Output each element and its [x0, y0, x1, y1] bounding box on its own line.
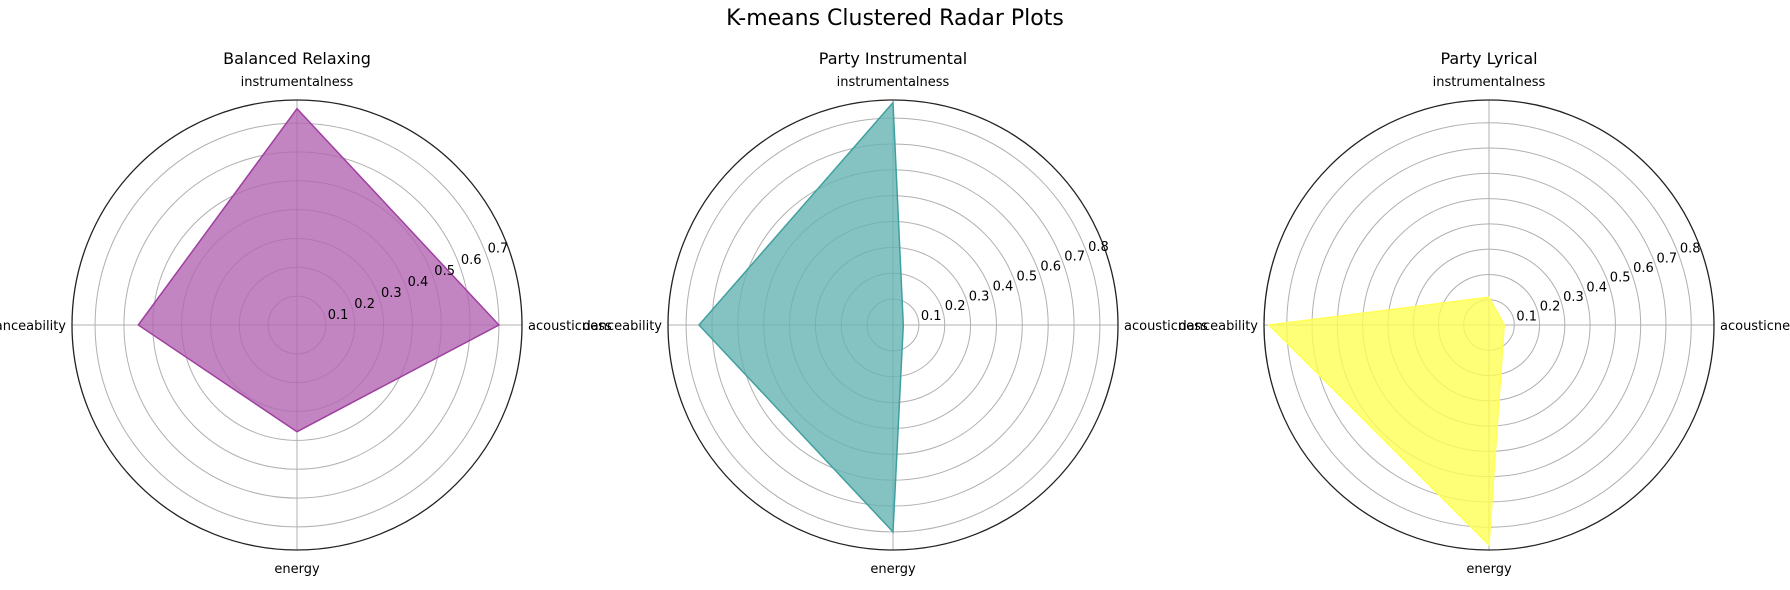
radar-subplot-2: 0.10.20.30.40.50.60.70.8 acousticness inst…	[583, 49, 1208, 577]
figure-title: K-means Clustered Radar Plots	[726, 6, 1064, 31]
radar-subplot-3: 0.10.20.30.40.50.60.70.8 acousticness inst…	[1179, 49, 1790, 577]
radial-tick-label: 0.6	[1040, 260, 1061, 275]
radial-tick-label: 0.7	[488, 242, 509, 257]
radar-subplot-1: 0.1 0.2 0.3 0.4 0.5 0.6 0.7 acousticness instrum…	[0, 49, 612, 577]
radial-tick-label: 0.5	[434, 264, 455, 279]
outer-frame	[667, 99, 1119, 551]
axis-label-danceability: danceability	[1179, 319, 1259, 334]
axis-label-instrumentalness: instrumentalness	[837, 75, 950, 90]
radial-tick-label: 0.2	[1540, 300, 1561, 315]
radial-tick-label: 0.2	[354, 297, 375, 312]
outer-frame	[71, 99, 523, 551]
radial-tick-label: 0.7	[1064, 250, 1085, 265]
radial-tick-label: 0.7	[1657, 251, 1678, 266]
radial-tick-label: 0.3	[969, 289, 990, 304]
subplot-title: Party Instrumental	[819, 49, 967, 68]
radial-tick-label: 0.5	[1610, 271, 1631, 286]
radial-tick-label: 0.8	[1680, 242, 1701, 257]
axis-label-energy: energy	[870, 562, 916, 577]
subplot-title: Balanced Relaxing	[223, 49, 371, 68]
radial-tick-label: 0.1	[921, 309, 942, 324]
radial-tick-label: 0.2	[945, 299, 966, 314]
radial-tick-label: 0.8	[1088, 240, 1109, 255]
radial-tick-label: 0.5	[1017, 270, 1038, 285]
outer-frame	[1263, 99, 1715, 551]
axis-label-energy: energy	[274, 562, 320, 577]
axis-label-instrumentalness: instrumentalness	[1433, 75, 1546, 90]
axis-label-energy: energy	[1466, 562, 1512, 577]
data-polygon	[697, 100, 905, 534]
radial-tick-label: 0.3	[381, 286, 402, 301]
axis-label-danceability: danceability	[583, 319, 663, 334]
axis-label-instrumentalness: instrumentalness	[241, 75, 354, 90]
subplot-title: Party Lyrical	[1440, 49, 1537, 68]
radial-tick-label: 0.4	[993, 279, 1014, 294]
data-polygon	[1267, 296, 1505, 547]
axis-label-acousticness: acousticness	[528, 319, 612, 334]
radial-tick-label: 0.1	[1516, 309, 1537, 324]
axis-label-acousticness: acousticness	[1720, 319, 1790, 334]
axis-label-acousticness: acousticness	[1124, 319, 1208, 334]
radial-tick-label: 0.3	[1563, 290, 1584, 305]
radial-tick-label: 0.6	[461, 253, 482, 268]
radial-tick-label: 0.1	[328, 308, 349, 323]
radial-tick-label: 0.6	[1633, 261, 1654, 276]
data-polygon	[137, 107, 501, 433]
axis-label-danceability: danceability	[0, 319, 66, 334]
radial-tick-label: 0.4	[408, 275, 429, 290]
radial-tick-label: 0.4	[1586, 280, 1607, 295]
